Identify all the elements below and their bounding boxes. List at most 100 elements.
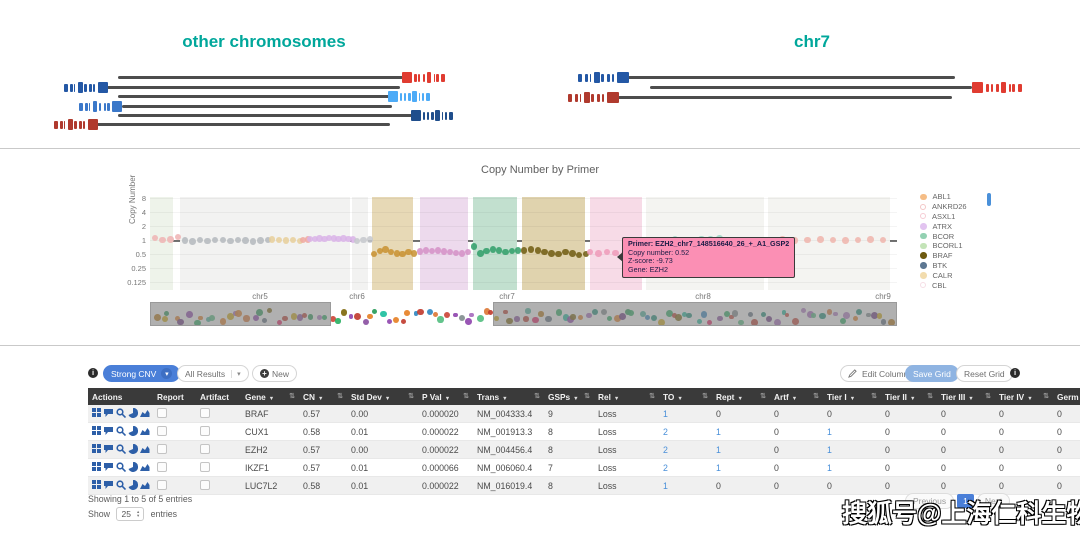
artifact-checkbox[interactable] — [200, 461, 210, 472]
filter-icon[interactable]: ▼ — [677, 395, 683, 402]
data-point[interactable] — [534, 247, 542, 254]
comment-icon[interactable] — [104, 408, 114, 420]
data-point[interactable] — [603, 248, 611, 256]
filter-icon[interactable]: ▼ — [268, 395, 275, 402]
data-point[interactable] — [428, 247, 436, 255]
filter-icon[interactable]: ▼ — [317, 395, 324, 402]
table-row[interactable]: CUX1 0.58 0.01 0.000022 NM_001913.3 8 Loss 2 1 0 1… — [88, 422, 1080, 441]
gene-legend[interactable]: ABL1 ANKRD26 ASXL1 ATRX BCOR BCORL1 BRAF BTK CAL… — [920, 192, 967, 290]
data-point[interactable] — [242, 237, 249, 244]
filter-icon[interactable]: ▼ — [573, 395, 579, 402]
table-row[interactable]: LUC7L2 0.58 0.01 0.000022 NM_016019.4 8 Loss 1 0… — [88, 476, 1080, 495]
data-point[interactable] — [360, 236, 367, 244]
view-selector-button[interactable]: Strong CNV ▾ — [103, 365, 181, 382]
sort-icon[interactable]: ⇅ — [649, 392, 655, 400]
column-header-tier1[interactable]: Tier I ▼ ⇅ — [823, 388, 881, 405]
data-point[interactable] — [527, 246, 535, 253]
data-point[interactable] — [489, 246, 497, 253]
sort-icon[interactable]: ⇅ — [463, 392, 469, 400]
grid-icon[interactable] — [92, 479, 102, 492]
data-point[interactable] — [321, 235, 328, 243]
cell-value[interactable]: 1 — [827, 426, 832, 437]
filter-icon[interactable]: ▼ — [502, 395, 508, 402]
data-point[interactable] — [330, 235, 338, 242]
data-point[interactable] — [393, 250, 401, 257]
data-point[interactable] — [399, 250, 406, 258]
comment-icon[interactable] — [104, 444, 114, 456]
data-point[interactable] — [159, 236, 166, 244]
data-point[interactable] — [483, 247, 490, 255]
artifact-checkbox[interactable] — [200, 407, 210, 418]
comment-icon[interactable] — [104, 462, 114, 474]
data-point[interactable] — [562, 248, 569, 256]
pie-chart-icon[interactable] — [128, 443, 139, 456]
data-point[interactable] — [470, 243, 478, 250]
data-point[interactable] — [586, 248, 594, 256]
sort-icon[interactable]: ⇅ — [985, 392, 991, 400]
data-point[interactable] — [541, 248, 548, 256]
cnv-results-table[interactable]: Actions Report Artifact Gene ▼ ⇅ CN ▼ ⇅ Std Dev ▼ ⇅… — [88, 388, 1080, 495]
data-point[interactable] — [275, 236, 283, 244]
navigator-mask-left[interactable] — [150, 302, 331, 326]
filter-icon[interactable]: ▼ — [849, 395, 856, 402]
report-checkbox[interactable] — [157, 461, 167, 472]
filter-icon[interactable]: ▼ — [968, 395, 974, 402]
sort-icon[interactable]: ⇅ — [408, 392, 414, 400]
search-icon[interactable] — [116, 407, 127, 420]
column-header-artifact[interactable]: Artifact — [196, 388, 241, 405]
column-header-trans[interactable]: Trans ▼ ⇅ — [473, 388, 544, 405]
column-header-tier2[interactable]: Tier II ▼ ⇅ — [881, 388, 937, 405]
data-point[interactable] — [289, 236, 297, 244]
data-point[interactable] — [842, 237, 849, 244]
data-point[interactable] — [514, 247, 522, 254]
data-point[interactable] — [219, 236, 227, 244]
results-filter-dropdown[interactable]: All Results ▾ — [177, 365, 249, 382]
pie-chart-icon[interactable] — [128, 479, 139, 492]
legend-item-ankrd26[interactable]: ANKRD26 — [920, 202, 967, 212]
artifact-checkbox[interactable] — [200, 443, 210, 454]
table-row[interactable]: IKZF1 0.57 0.01 0.000066 NM_006060.4 7 Loss 2 1 0… — [88, 458, 1080, 477]
pie-chart-icon[interactable] — [128, 407, 139, 420]
data-point[interactable] — [582, 250, 590, 258]
cell-value[interactable]: 1 — [827, 444, 832, 455]
column-header-tier3[interactable]: Tier III ▼ ⇅ — [937, 388, 995, 405]
pie-chart-icon[interactable] — [128, 461, 139, 474]
data-point[interactable] — [612, 249, 619, 257]
filter-icon[interactable]: ▼ — [613, 395, 620, 402]
search-icon[interactable] — [116, 479, 127, 492]
data-point[interactable] — [879, 236, 887, 244]
artifact-checkbox[interactable] — [200, 479, 210, 490]
search-icon[interactable] — [116, 425, 127, 438]
comment-icon[interactable] — [104, 480, 114, 492]
sort-icon[interactable]: ⇅ — [702, 392, 708, 400]
filter-icon[interactable]: ▼ — [444, 395, 451, 402]
data-point[interactable] — [370, 250, 378, 258]
filter-icon[interactable]: ▼ — [791, 395, 798, 402]
data-point[interactable] — [204, 237, 211, 245]
data-point[interactable] — [867, 236, 874, 243]
data-point[interactable] — [520, 247, 528, 254]
data-point[interactable] — [167, 236, 174, 243]
sort-icon[interactable]: ⇅ — [584, 392, 590, 400]
area-chart-icon[interactable] — [140, 408, 150, 420]
data-point[interactable] — [595, 250, 602, 257]
cell-value[interactable]: 2 — [663, 462, 668, 473]
filter-icon[interactable]: ▼ — [737, 395, 743, 402]
data-point[interactable] — [791, 237, 799, 244]
data-point[interactable] — [452, 249, 460, 257]
legend-item-bcorl1[interactable]: BCORL1 — [920, 241, 967, 251]
legend-item-btk[interactable]: BTK — [920, 261, 967, 271]
data-point[interactable] — [264, 236, 272, 244]
legend-item-bcor[interactable]: BCOR — [920, 231, 967, 241]
data-point[interactable] — [249, 238, 257, 245]
sort-icon[interactable]: ⇅ — [813, 392, 819, 400]
save-grid-button[interactable]: Save Grid — [905, 365, 959, 382]
page-size-select[interactable]: 25 ▴ ▾ — [116, 507, 145, 521]
column-header-germ[interactable]: Germ▼⇅ — [1053, 388, 1080, 405]
report-checkbox[interactable] — [157, 443, 167, 454]
data-point[interactable] — [366, 236, 374, 243]
search-icon[interactable] — [116, 461, 127, 474]
data-point[interactable] — [211, 236, 219, 244]
previous-page-button[interactable]: Previous — [905, 493, 955, 509]
data-point[interactable] — [174, 233, 182, 241]
